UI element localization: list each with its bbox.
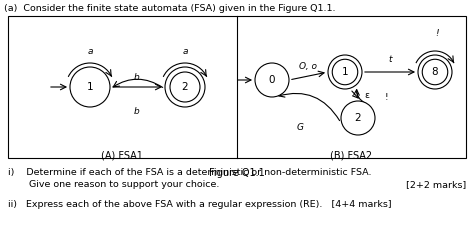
Circle shape <box>418 55 452 89</box>
Text: t: t <box>388 56 392 64</box>
Text: 2: 2 <box>182 82 188 92</box>
Circle shape <box>70 67 110 107</box>
Text: 1: 1 <box>87 82 93 92</box>
Text: Figure Q1.1: Figure Q1.1 <box>209 168 265 178</box>
Circle shape <box>255 63 289 97</box>
Text: O, o: O, o <box>299 62 317 70</box>
Circle shape <box>328 55 362 89</box>
Text: ε: ε <box>365 91 370 99</box>
Text: 2: 2 <box>355 113 361 123</box>
Text: i)    Determine if each of the FSA is a deterministic or non-deterministic FSA.: i) Determine if each of the FSA is a det… <box>8 168 372 177</box>
Bar <box>8 16 466 158</box>
Text: b: b <box>134 72 140 82</box>
Text: a: a <box>182 47 188 56</box>
Text: (B) FSA2: (B) FSA2 <box>330 150 372 160</box>
Text: 1: 1 <box>342 67 348 77</box>
Text: a: a <box>87 47 93 56</box>
Text: (a)  Consider the finite state automata (FSA) given in the Figure Q1.1.: (a) Consider the finite state automata (… <box>4 4 336 13</box>
Text: Give one reason to support your choice.: Give one reason to support your choice. <box>8 180 219 189</box>
Text: 8: 8 <box>432 67 438 77</box>
Text: b: b <box>134 106 140 116</box>
Text: [2+2 marks]: [2+2 marks] <box>406 180 466 189</box>
Text: G: G <box>297 124 303 132</box>
Circle shape <box>341 101 375 135</box>
Text: (A) FSA1: (A) FSA1 <box>101 150 143 160</box>
Text: !: ! <box>435 30 439 38</box>
Text: ii)   Express each of the above FSA with a regular expression (RE).   [4+4 marks: ii) Express each of the above FSA with a… <box>8 200 392 209</box>
Text: !: ! <box>384 93 388 101</box>
Circle shape <box>165 67 205 107</box>
Text: 0: 0 <box>269 75 275 85</box>
